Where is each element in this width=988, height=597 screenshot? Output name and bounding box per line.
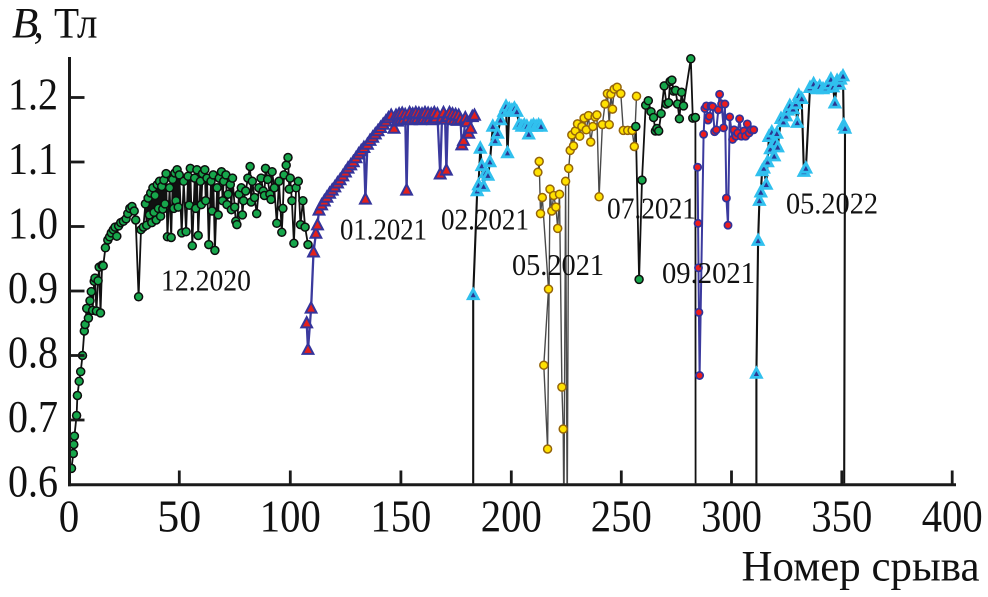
svg-text:50: 50 — [157, 492, 201, 542]
svg-text:01.2021: 01.2021 — [340, 212, 427, 247]
svg-text:400: 400 — [922, 492, 983, 542]
svg-text:0.8: 0.8 — [8, 328, 58, 378]
svg-text:05.2022: 05.2022 — [786, 186, 878, 221]
svg-text:, Тл: , Тл — [34, 1, 98, 48]
svg-text:1.2: 1.2 — [8, 70, 58, 120]
svg-text:02.2021: 02.2021 — [441, 202, 529, 237]
svg-text:1.0: 1.0 — [8, 199, 58, 249]
svg-text:1.1: 1.1 — [8, 134, 58, 184]
svg-text:0.7: 0.7 — [8, 392, 58, 442]
svg-text:12.2020: 12.2020 — [161, 263, 251, 298]
svg-text:100: 100 — [260, 492, 321, 542]
svg-text:150: 150 — [370, 492, 431, 542]
svg-text:0.6: 0.6 — [8, 457, 58, 507]
svg-text:300: 300 — [701, 492, 762, 542]
svg-text:200: 200 — [481, 492, 542, 542]
svg-text:0: 0 — [59, 492, 80, 542]
svg-text:Номер срыва: Номер срыва — [742, 544, 980, 591]
svg-text:05.2021: 05.2021 — [512, 247, 604, 282]
svg-text:0.9: 0.9 — [8, 263, 58, 313]
svg-text:350: 350 — [811, 492, 872, 542]
svg-text:B: B — [12, 1, 38, 48]
svg-text:07.2021: 07.2021 — [607, 191, 696, 226]
svg-text:09.2021: 09.2021 — [662, 255, 755, 290]
svg-text:250: 250 — [591, 492, 652, 542]
